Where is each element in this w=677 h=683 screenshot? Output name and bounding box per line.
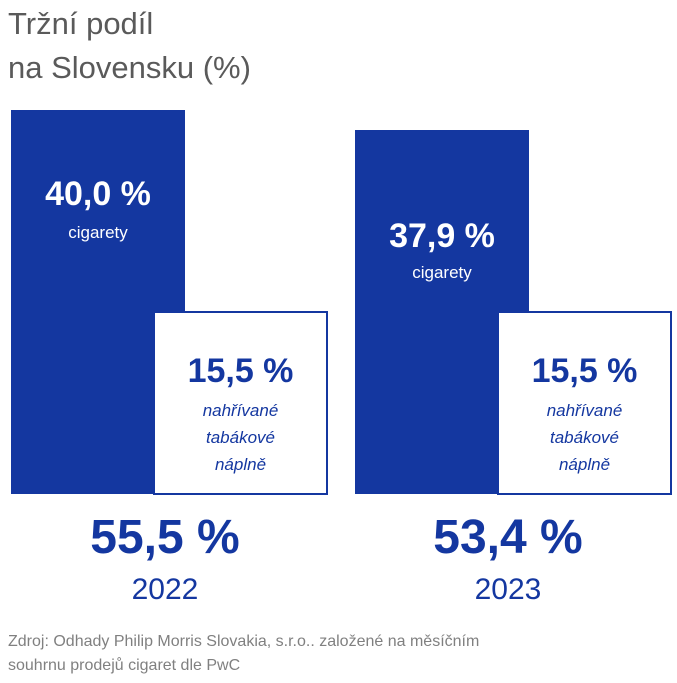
chart-title-line-2: na Slovensku (%) [8,50,251,85]
year-label-2023: 2023 [474,573,542,606]
bar-cigarettes-2022: 40,0 % cigarety [11,110,185,494]
series-label-cigarettes-2022: cigarety [68,223,128,242]
series-label-heated-tobacco-2023: nahřívané tabákové náplně [499,397,670,478]
heated-label-line-1: nahřívané [546,401,623,420]
group-2023: 37,9 % cigarety 15,5 % nahřívané tabákov… [355,110,673,496]
chart-title-line-1: Tržní podíl [8,6,154,41]
heated-label-line-2: tabákové [206,428,275,447]
data-label-heated-tobacco-2022: 15,5 % [187,352,294,390]
heated-label-line-3: náplně [558,455,611,474]
heated-label-line-2: tabákové [550,428,619,447]
group-2022: 40,0 % cigarety 15,5 % nahřívané tabákov… [11,110,329,496]
data-label-cigarettes-2023: 37,9 % [389,217,495,255]
series-label-heated-tobacco-2022: nahřívané tabákové náplně [155,397,326,478]
source-line-2: souhrnu prodejů cigaret dle PwC [8,657,241,674]
heated-label-line-3: náplně [214,455,267,474]
data-label-cigarettes-2022: 40,0 % [45,175,151,213]
heated-label-line-1: nahřívané [202,401,279,420]
series-label-cigarettes-2023: cigarety [412,263,472,282]
bar-heated-tobacco-2022: 15,5 % nahřívané tabákové náplně [153,311,328,495]
total-label-2022: 55,5 % [90,511,240,564]
chart-title: Tržní podíl na Slovensku (%) [8,2,428,90]
bar-heated-tobacco-2023: 15,5 % nahřívané tabákové náplně [497,311,672,495]
source-line-1: Zdroj: Odhady Philip Morris Slovakia, s.… [8,633,480,650]
total-label-2023: 53,4 % [433,511,583,564]
year-label-2022: 2022 [131,573,199,606]
data-label-heated-tobacco-2023: 15,5 % [531,352,638,390]
source-note: Zdroj: Odhady Philip Morris Slovakia, s.… [8,630,648,678]
